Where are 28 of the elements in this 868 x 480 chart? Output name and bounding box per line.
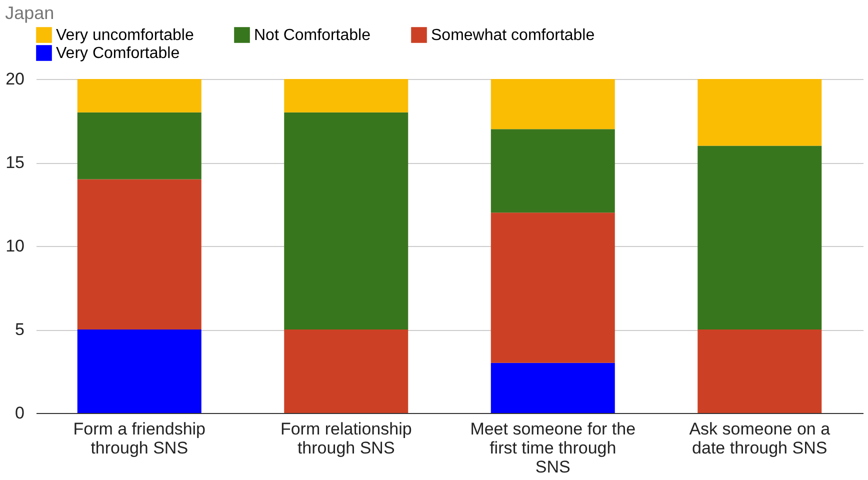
x-tick-label: Meet someone for the first time through SNS bbox=[470, 420, 636, 476]
x-tick-label: Form relationship through SNS bbox=[280, 420, 412, 458]
bar bbox=[284, 112, 408, 330]
bar bbox=[77, 79, 202, 112]
x-tick-label: Ask someone on a date through SNS bbox=[689, 420, 831, 458]
bar bbox=[698, 146, 822, 330]
y-tick-label: 20 bbox=[6, 70, 24, 88]
legend-label: Somewhat comfortable bbox=[431, 27, 595, 44]
bar bbox=[77, 112, 202, 180]
bar bbox=[284, 330, 408, 413]
y-tick-label: 0 bbox=[15, 404, 24, 422]
bar bbox=[490, 212, 615, 363]
bar bbox=[284, 79, 408, 112]
y-tick-label: 10 bbox=[6, 236, 24, 256]
bar bbox=[490, 79, 615, 130]
legend-label: Very uncomfortable bbox=[56, 27, 194, 44]
chart-title: Japan bbox=[5, 3, 54, 23]
legend-label: Very Comfortable bbox=[56, 45, 180, 62]
bar bbox=[698, 79, 822, 146]
bar bbox=[490, 362, 615, 413]
bar bbox=[698, 330, 822, 413]
y-tick-label: 5 bbox=[15, 320, 24, 339]
y-tick-label: 15 bbox=[6, 153, 24, 172]
legend-label: Not Comfortable bbox=[254, 27, 371, 44]
bar bbox=[77, 179, 202, 330]
x-tick-label: Form a friendship through SNS bbox=[73, 420, 206, 458]
bar bbox=[490, 129, 615, 213]
bar bbox=[77, 330, 202, 413]
